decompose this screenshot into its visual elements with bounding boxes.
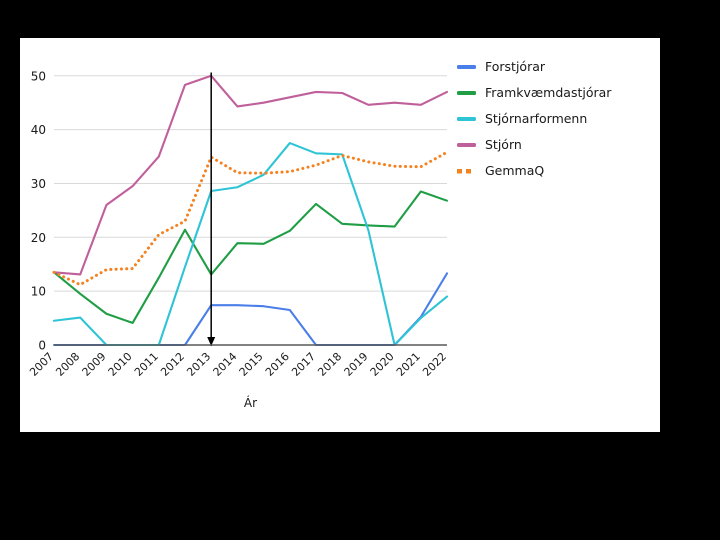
y-axis-tick-label: 20 [31,231,46,245]
series-line-3 [52,74,449,276]
chart-legend: Forstjórar Framkvæmdastjórar Stjórnarforme… [457,59,612,178]
x-axis-tick-label: 2021 [394,350,423,379]
y-axis-tick-labels: 0 10 20 30 40 50 [31,69,46,352]
x-axis-label: Ár [244,395,257,410]
y-axis-tick-label: 30 [31,177,46,191]
legend-swatch-dot [466,169,471,174]
legend-swatch [457,65,476,69]
x-axis-tick-label: 2022 [420,350,449,379]
x-axis-tick-label: 2015 [237,350,266,379]
legend-swatch-dot [457,169,462,174]
x-axis-tick-label: 2017 [289,350,318,379]
series-line-4 [52,150,449,287]
chart-panel: 0 10 20 30 40 50 2007 2008 2009 2010 2011 2012 2013… [20,38,660,432]
legend-item-4[interactable]: GemmaQ [457,163,544,178]
x-axis-tick-label: 2010 [106,350,135,379]
x-axis-tick-label: 2011 [132,350,161,379]
x-axis-tick-label: 2016 [263,350,292,379]
x-axis-tick-label: 2009 [80,350,109,379]
legend-item-0[interactable]: Forstjórar [457,59,546,74]
vertical-marker-arrowhead [207,337,216,346]
annotation-marker-layer [207,72,216,346]
legend-label: Forstjórar [485,59,546,74]
x-axis-tick-label: 2019 [342,350,371,379]
x-axis-tick-label: 2012 [158,350,187,379]
series-line-1 [52,190,449,324]
legend-label: Stjórnarformenn [485,111,587,126]
x-axis-tick-label: 2020 [368,350,397,379]
legend-label: GemmaQ [485,163,544,178]
legend-item-1[interactable]: Framkvæmdastjórar [457,85,612,100]
y-axis-tick-label: 0 [38,339,46,353]
x-axis-tick-label: 2007 [27,350,56,379]
x-axis-tick-label: 2018 [315,350,344,379]
legend-swatch [457,91,476,95]
y-axis-tick-label: 10 [31,285,46,299]
gridlines [54,75,447,292]
y-axis-tick-label: 50 [31,69,46,83]
x-axis-tick-label: 2008 [53,350,82,379]
y-axis-tick-label: 40 [31,123,46,137]
legend-label: Stjórn [485,137,522,152]
legend-item-2[interactable]: Stjórnarformenn [457,111,587,126]
legend-swatch [457,143,476,147]
x-axis-tick-label: 2013 [184,350,213,379]
series-line-0 [52,272,449,347]
x-axis-tick-labels: 2007200820092010201120122013201420152016… [27,350,449,379]
data-series-layer [52,74,449,347]
line-chart: 0 10 20 30 40 50 2007200820092010201120122013… [27,59,612,410]
x-axis-tick-label: 2014 [211,350,240,379]
legend-swatch [457,117,476,121]
legend-label: Framkvæmdastjórar [485,85,612,100]
legend-item-3[interactable]: Stjórn [457,137,522,152]
